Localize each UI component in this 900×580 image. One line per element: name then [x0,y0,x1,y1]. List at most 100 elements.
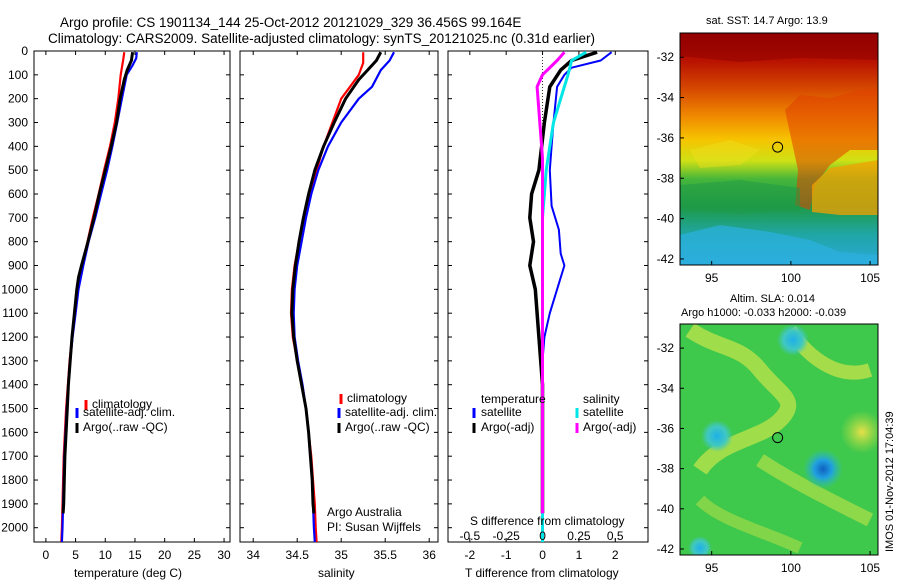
difference-panel: -2 -1 0 1 2 T difference from climatology S … [447,50,649,580]
depth-tick-label: 1800 [1,473,28,487]
temperature-legend: climatology satellite-adj. clim. Argo(..… [75,397,175,434]
depth-tick-label: 1500 [1,402,28,416]
salinity-legend: climatology satellite-adj. clim. Argo(..… [337,391,437,434]
legend-label-t-argo: Argo(-adj) [481,420,534,434]
temperature-series-group [60,51,138,542]
x-tick-label: 34 [247,548,261,562]
map-x-tick-label: 105 [860,271,880,285]
sla-yellow-ridge-4 [695,495,803,554]
x-tick-label: 35 [335,548,349,562]
map-y-tick-label: -36 [657,131,675,145]
sla-map-title-line1: Altim. SLA: 0.014 [730,293,815,305]
sst-warm-intrusion [785,88,878,210]
map-y-tick-label: -36 [657,421,675,435]
depth-tick-label: 200 [8,92,28,106]
sla-cyan-spot-3 [688,536,712,555]
depth-tick-label: 600 [8,187,28,201]
salinity-difference-scale: -0.5 -0.25 0 0.25 0.5 [459,529,623,543]
sla-blue-eddy [803,449,843,489]
x-tick-label: 36 [423,548,437,562]
salinity-xlabel: salinity [318,566,355,580]
series-line-argo-raw-qc- [290,51,383,514]
x-tick-label: 30 [217,548,231,562]
s-diff-tick-label: -0.25 [493,529,521,543]
legend-label-climatology: climatology [92,397,152,411]
depth-tick-label: 2000 [1,521,28,535]
series-line-argo-raw-qc- [61,51,135,514]
x-tick-label: 20 [158,548,172,562]
sst-map-ticks: 95 100 105 -32 -34 -36 -38 -40 -42 [657,50,881,285]
legend-label-t-satellite: satellite [481,405,522,419]
sst-argo-location-marker [772,141,784,153]
x-tick-label: 2 [612,548,619,562]
x-tick-label: 1 [576,548,583,562]
legend-label-satellite: satellite-adj. clim. [83,405,175,419]
map-x-tick-label: 105 [860,561,880,575]
sla-argo-location-marker [772,432,784,444]
x-tick-label: -1 [501,548,512,562]
legend-label-climatology: climatology [347,391,407,405]
sla-yellow-spot [840,410,878,454]
sla-map-frame [679,323,879,556]
depth-tick-label: 1400 [1,378,28,392]
sst-map-panel: sat. SST: 14.7 Argo: 13.9 95 100 105 -32 -34… [657,15,881,285]
sst-cool-band [680,225,878,265]
sst-green-band [680,180,800,214]
sla-map-ticks: 95 100 105 -32 -34 -36 -38 -40 -42 [657,341,881,575]
depth-tick-label: 1900 [1,497,28,511]
s-diff-tick-label: 0.25 [567,529,591,543]
map-x-tick-label: 95 [705,271,719,285]
map-y-tick-label: -42 [657,252,675,266]
map-y-tick-label: -38 [657,171,675,185]
legend-label-argo: Argo(..raw -QC) [345,420,430,434]
s-diff-tick-label: 0 [539,529,546,543]
depth-tick-label: 500 [8,163,28,177]
map-y-tick-label: -34 [657,91,675,105]
sla-map-panel: Altim. SLA: 0.014 Argo h1000: -0.033 h20… [657,293,881,575]
x-tick-label: 25 [188,548,202,562]
depth-tick-label: 900 [8,259,28,273]
depth-tick-label: 800 [8,235,28,249]
salinity-axes-frame [239,50,439,543]
legend-header-temperature: temperature [481,392,546,406]
sla-yellow-ridge-3 [756,454,874,527]
legend-label-s-argo: Argo(-adj) [583,420,636,434]
t-difference-xlabel: T difference from climatology [465,566,619,580]
salinity-series-group [289,51,395,542]
map-x-tick-label: 100 [781,561,801,575]
legend-label-satellite: satellite-adj. clim. [345,405,437,419]
x-tick-label: 34.5 [286,548,310,562]
depth-tick-label: 1100 [2,306,28,320]
s-diff-tick-label: -0.5 [459,529,480,543]
depth-axis-labels: 0 100 200 300 400 500 600 700 800 900 1000 1100 1200… [1,44,28,535]
map-y-tick-label: -34 [657,381,675,395]
map-x-tick-label: 95 [705,561,719,575]
difference-axes-frame [447,50,649,543]
legend-label-argo: Argo(..raw -QC) [83,420,168,434]
sst-map-title: sat. SST: 14.7 Argo: 13.9 [706,15,828,27]
map-y-tick-label: -32 [657,341,675,355]
x-tick-label: 15 [128,548,142,562]
s-difference-label: S difference from climatology [470,514,625,528]
depth-tick-label: 1700 [1,449,28,463]
x-tick-label: -2 [464,548,475,562]
x-tick-label: 5 [72,548,79,562]
figure-title-line2: Climatology: CARS2009. Satellite-adjuste… [48,31,595,46]
x-tick-label: 0 [539,548,546,562]
sst-hot-band [680,33,878,62]
difference-series-group [528,51,613,542]
pi-label: PI: Susan Wijffels [327,520,421,534]
depth-tick-label: 300 [8,116,28,130]
depth-tick-label: 400 [8,139,28,153]
sla-cyan-spot-2 [701,420,733,452]
sla-yellow-ridge-1 [685,324,797,475]
argo-australia-label: Argo Australia [327,505,402,519]
temperature-axes-frame [33,50,231,543]
legend-label-s-satellite: satellite [583,405,624,419]
s-diff-tick-label: 0.5 [607,529,624,543]
sla-cyan-spot-1 [777,324,809,356]
sst-yellow-patch [690,140,760,168]
map-x-tick-label: 100 [781,271,801,285]
map-y-tick-label: -38 [657,462,675,476]
